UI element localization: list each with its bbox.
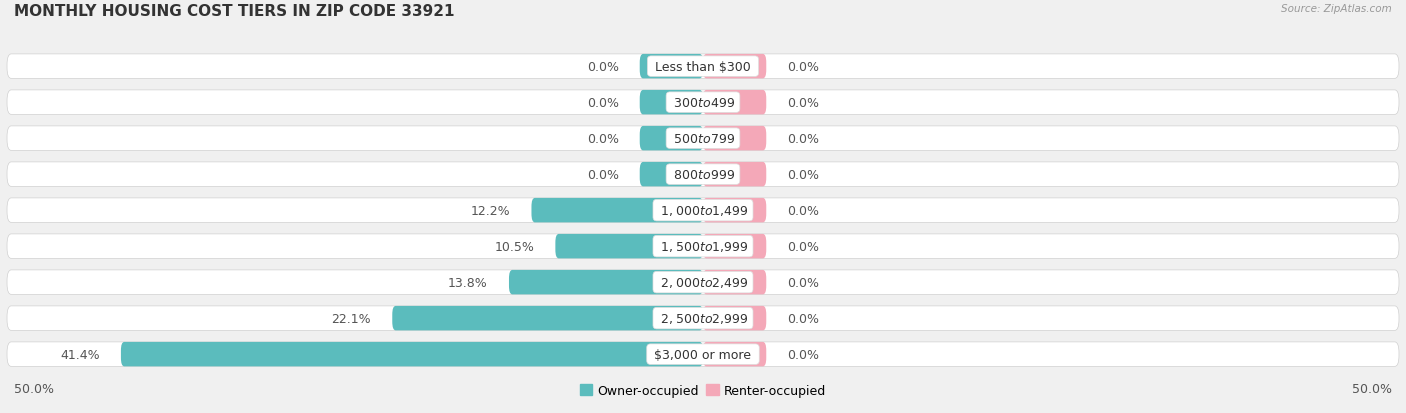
FancyBboxPatch shape bbox=[7, 91, 1399, 115]
FancyBboxPatch shape bbox=[509, 270, 703, 294]
Text: 41.4%: 41.4% bbox=[60, 348, 100, 361]
Text: 0.0%: 0.0% bbox=[787, 132, 820, 145]
Text: 0.0%: 0.0% bbox=[787, 168, 820, 181]
FancyBboxPatch shape bbox=[703, 91, 766, 115]
Text: $1,500 to $1,999: $1,500 to $1,999 bbox=[657, 240, 749, 254]
FancyBboxPatch shape bbox=[640, 162, 703, 187]
FancyBboxPatch shape bbox=[703, 127, 766, 151]
FancyBboxPatch shape bbox=[703, 270, 766, 294]
Text: $3,000 or more: $3,000 or more bbox=[651, 348, 755, 361]
FancyBboxPatch shape bbox=[392, 306, 703, 330]
FancyBboxPatch shape bbox=[7, 306, 1399, 330]
FancyBboxPatch shape bbox=[703, 162, 766, 187]
Text: 0.0%: 0.0% bbox=[787, 312, 820, 325]
Legend: Owner-occupied, Renter-occupied: Owner-occupied, Renter-occupied bbox=[579, 384, 827, 397]
FancyBboxPatch shape bbox=[703, 234, 766, 259]
Text: $800 to $999: $800 to $999 bbox=[669, 168, 737, 181]
Text: 12.2%: 12.2% bbox=[471, 204, 510, 217]
FancyBboxPatch shape bbox=[640, 127, 703, 151]
Text: $2,500 to $2,999: $2,500 to $2,999 bbox=[657, 311, 749, 325]
Text: 0.0%: 0.0% bbox=[787, 60, 820, 74]
FancyBboxPatch shape bbox=[703, 55, 766, 79]
FancyBboxPatch shape bbox=[531, 198, 703, 223]
Text: MONTHLY HOUSING COST TIERS IN ZIP CODE 33921: MONTHLY HOUSING COST TIERS IN ZIP CODE 3… bbox=[14, 4, 454, 19]
FancyBboxPatch shape bbox=[7, 270, 1399, 294]
Text: $300 to $499: $300 to $499 bbox=[669, 96, 737, 109]
Text: $1,000 to $1,499: $1,000 to $1,499 bbox=[657, 204, 749, 218]
Text: Less than $300: Less than $300 bbox=[651, 60, 755, 74]
Text: 50.0%: 50.0% bbox=[1353, 382, 1392, 395]
FancyBboxPatch shape bbox=[7, 55, 1399, 79]
Text: $500 to $799: $500 to $799 bbox=[669, 132, 737, 145]
FancyBboxPatch shape bbox=[640, 91, 703, 115]
Text: 0.0%: 0.0% bbox=[787, 240, 820, 253]
FancyBboxPatch shape bbox=[7, 127, 1399, 151]
FancyBboxPatch shape bbox=[555, 234, 703, 259]
FancyBboxPatch shape bbox=[640, 55, 703, 79]
Text: 0.0%: 0.0% bbox=[787, 204, 820, 217]
Text: 0.0%: 0.0% bbox=[586, 168, 619, 181]
Text: 0.0%: 0.0% bbox=[787, 348, 820, 361]
Text: 0.0%: 0.0% bbox=[586, 132, 619, 145]
FancyBboxPatch shape bbox=[7, 234, 1399, 259]
Text: Source: ZipAtlas.com: Source: ZipAtlas.com bbox=[1281, 4, 1392, 14]
Text: 22.1%: 22.1% bbox=[332, 312, 371, 325]
Text: 0.0%: 0.0% bbox=[787, 276, 820, 289]
Text: $2,000 to $2,499: $2,000 to $2,499 bbox=[657, 275, 749, 290]
Text: 50.0%: 50.0% bbox=[14, 382, 53, 395]
FancyBboxPatch shape bbox=[7, 162, 1399, 187]
FancyBboxPatch shape bbox=[7, 342, 1399, 366]
Text: 0.0%: 0.0% bbox=[586, 96, 619, 109]
FancyBboxPatch shape bbox=[7, 198, 1399, 223]
Text: 0.0%: 0.0% bbox=[787, 96, 820, 109]
FancyBboxPatch shape bbox=[121, 342, 703, 366]
Text: 13.8%: 13.8% bbox=[449, 276, 488, 289]
FancyBboxPatch shape bbox=[703, 198, 766, 223]
Text: 10.5%: 10.5% bbox=[495, 240, 534, 253]
Text: 0.0%: 0.0% bbox=[586, 60, 619, 74]
FancyBboxPatch shape bbox=[703, 306, 766, 330]
FancyBboxPatch shape bbox=[703, 342, 766, 366]
